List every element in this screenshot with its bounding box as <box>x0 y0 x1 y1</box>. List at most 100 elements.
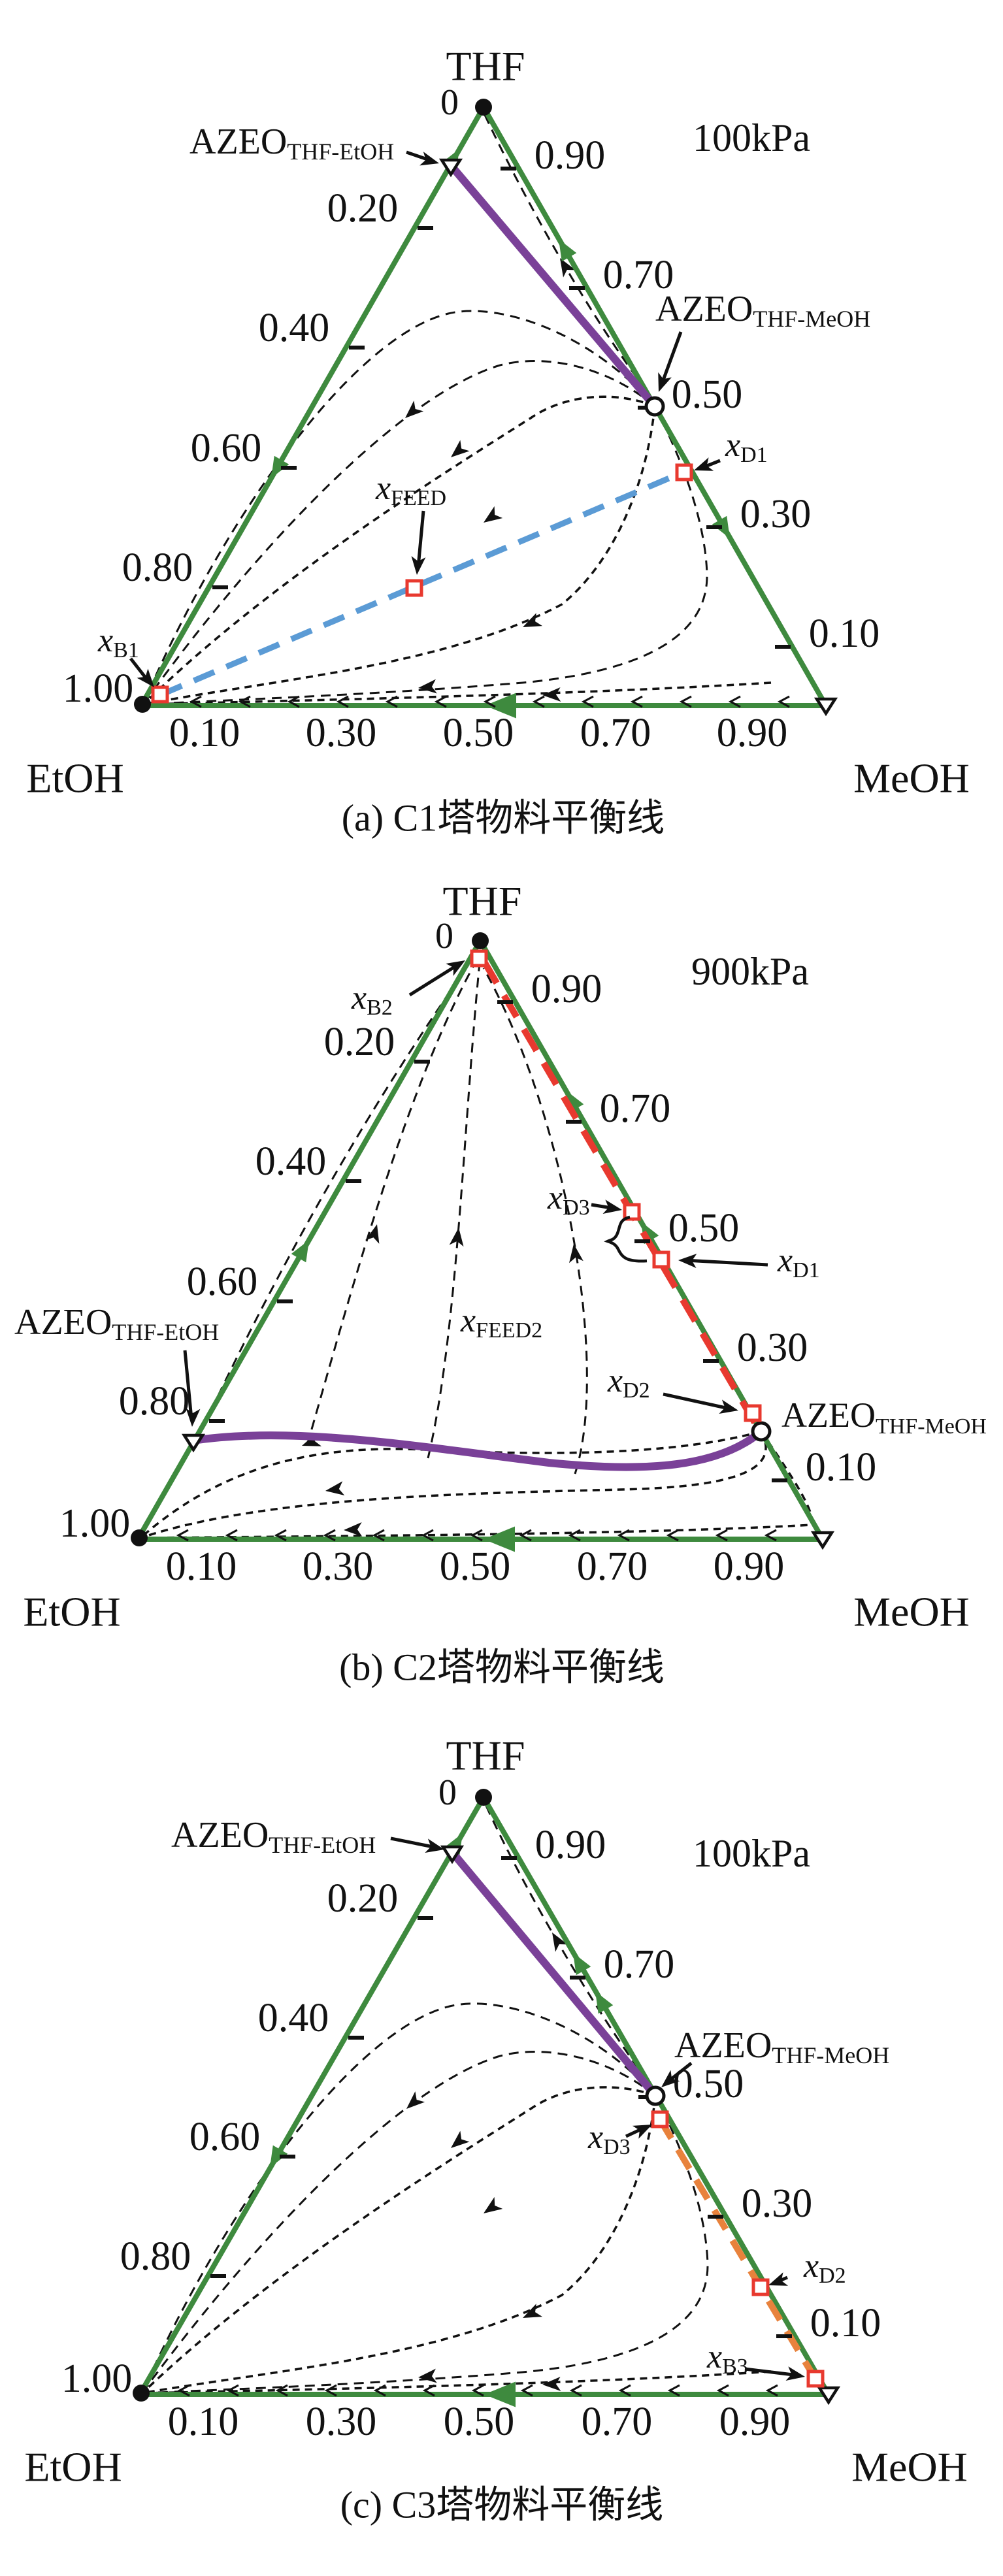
vertex-label-meoh: MeOH <box>853 1589 970 1635</box>
panel-b: THF 0 EtOH MeOH 900kPa 0.20 0.40 0.60 0.… <box>14 878 987 1689</box>
tick-label-bottom: 0.70 <box>577 1544 648 1589</box>
tick-label-left: 0.20 <box>327 1876 399 1921</box>
residue-curve <box>141 2051 656 2393</box>
azeo-label-main: AZEO <box>14 1302 112 1343</box>
azeo-label-main: AZEO <box>781 1395 876 1435</box>
apex-origin-label: 0 <box>438 1772 457 1813</box>
point-xB1-marker <box>153 687 167 702</box>
caption-b: (b) C2塔物料平衡线 <box>339 1646 665 1688</box>
point-label-main: x <box>587 2119 603 2156</box>
residue-curve <box>484 114 655 400</box>
point-xB3-label: xB3 <box>706 2338 748 2379</box>
thf-vertex-node <box>475 99 492 116</box>
point-xD1-label: xD1 <box>725 427 768 467</box>
azeo-thf-meoh-marker <box>646 398 663 415</box>
tick-label-left: 0.20 <box>324 1020 395 1064</box>
caption-c: (c) C3塔物料平衡线 <box>340 2483 664 2526</box>
azeo-label-sub: THF-MeOH <box>772 2042 889 2068</box>
azeo-thf-meoh-label: AZEOTHF-MeOH <box>781 1395 987 1438</box>
brace-grouping-xd3-xd1 <box>604 1215 648 1263</box>
vertex-label-thf: THF <box>446 1733 525 1779</box>
point-xD1-marker <box>677 465 691 480</box>
point-label-sub: D2 <box>623 1378 650 1403</box>
tick-label-right: 0.70 <box>600 1086 671 1131</box>
residue-curve <box>142 395 655 706</box>
point-label-main: x <box>460 1302 476 1339</box>
point-label-main: x <box>97 622 113 659</box>
pressure-label: 100kPa <box>693 116 810 159</box>
thf-vertex-node <box>472 932 489 949</box>
tick-label-left: 0.80 <box>119 1379 190 1424</box>
flow-arrow-icon <box>542 2377 561 2392</box>
point-label-main: x <box>351 979 367 1017</box>
distillation-boundary <box>189 1427 765 1471</box>
edge-arrow-icon <box>712 515 738 543</box>
flow-arrow-icon <box>400 400 424 424</box>
tick-label-right: 0.30 <box>740 492 812 536</box>
azeo-thf-meoh-marker <box>753 1423 770 1440</box>
vertex-label-thf: THF <box>446 43 525 90</box>
panel-a: THF 0 EtOH MeOH 100kPa 0.20 0.40 0.60 0.… <box>26 43 970 840</box>
residue-curve <box>482 968 588 1475</box>
panel-c: THF 0 EtOH MeOH 100kPa 0.20 0.40 0.60 0.… <box>24 1733 968 2526</box>
vertex-label-etoh: EtOH <box>26 755 123 802</box>
flow-arrow-icon <box>324 1481 345 1498</box>
apex-origin-label: 0 <box>435 916 453 956</box>
material-balance-line-c3 <box>657 2117 820 2383</box>
point-label-main: x <box>375 470 391 507</box>
tick-label-left: 1.00 <box>63 666 134 711</box>
distillation-boundary <box>448 1848 659 2100</box>
point-label-main: x <box>607 1362 623 1399</box>
apex-origin-label: 0 <box>440 82 459 123</box>
pressure-label: 100kPa <box>693 1832 810 1875</box>
tick-label-bottom: 0.50 <box>440 1544 511 1589</box>
tick-label-bottom: 0.50 <box>443 711 514 755</box>
residue-curve <box>142 2095 657 2394</box>
point-xD1-marker <box>654 1252 668 1267</box>
material-balance-line-c2 <box>481 960 761 1430</box>
flow-arrow-icon <box>401 2091 425 2115</box>
azeo-label-sub: THF-EtOH <box>269 1832 376 1858</box>
azeo-thf-meoh-marker <box>647 2087 664 2104</box>
point-label-sub: B1 <box>113 638 139 662</box>
leader-arrows-a <box>129 150 721 693</box>
tick-label-left: 0.80 <box>122 546 193 590</box>
point-label-main: x <box>803 2247 819 2285</box>
flow-arrow-icon <box>542 687 561 702</box>
tick-label-left: 0.60 <box>191 426 262 470</box>
point-label-sub: B3 <box>722 2355 748 2379</box>
etoh-vertex-node <box>133 2385 150 2402</box>
point-xFEED2-label: xFEED2 <box>460 1302 542 1343</box>
tick-label-right: 0.30 <box>737 1326 808 1370</box>
residue-curve <box>146 681 772 706</box>
tick-label-bottom: 0.30 <box>306 2400 377 2444</box>
tick-label-left: 1.00 <box>59 1501 131 1546</box>
tick-label-right: 0.30 <box>742 2181 813 2226</box>
point-xD1-label: xD1 <box>777 1242 820 1282</box>
point-xD2-label: xD2 <box>803 2247 846 2288</box>
tick-label-bottom: 0.10 <box>168 2400 239 2444</box>
tick-label-right: 0.70 <box>603 253 674 297</box>
leader-arrows-c <box>390 1836 806 2384</box>
point-label-main: x <box>706 2338 722 2375</box>
tick-label-left: 0.40 <box>259 306 330 350</box>
point-label-sub: D1 <box>740 443 768 467</box>
point-xFEED-label: xFEED <box>375 470 446 510</box>
caption-a: (a) C1塔物料平衡线 <box>342 796 665 839</box>
tick-label-left: 0.60 <box>187 1260 258 1304</box>
tick-label-bottom: 0.90 <box>717 711 788 755</box>
point-label-main: x <box>777 1242 793 1279</box>
tick-label-right: 0.50 <box>668 1206 740 1250</box>
residue-curve <box>140 1431 767 1539</box>
residue-curve <box>144 2370 772 2394</box>
residue-curve <box>140 1431 814 1539</box>
azeo-thf-etoh-label: AZEOTHF-EtOH <box>189 122 394 165</box>
point-xD3-label: xD3 <box>547 1179 590 1220</box>
vertex-label-thf: THF <box>443 878 522 924</box>
residue-curve <box>141 2002 657 2393</box>
tick-label-bottom: 0.70 <box>582 2400 653 2444</box>
tick-label-right: 0.10 <box>810 2301 881 2345</box>
point-xB3-marker <box>808 2372 823 2386</box>
azeo-label-main: AZEO <box>189 122 287 162</box>
